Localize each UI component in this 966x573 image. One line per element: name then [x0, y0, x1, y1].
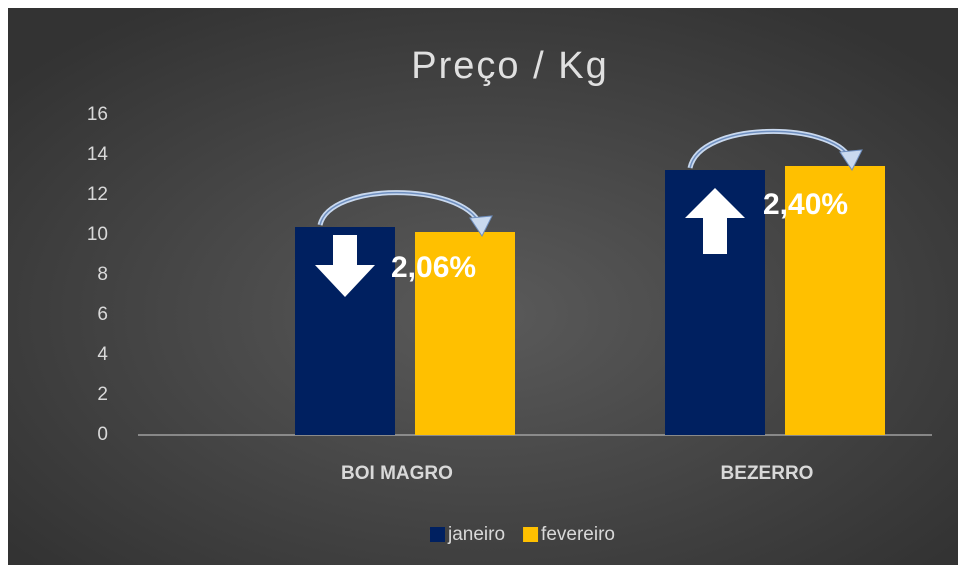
direction-arrow — [685, 188, 745, 254]
chart-title: Preço / Kg — [411, 45, 608, 87]
curved-arrow-inner — [319, 191, 481, 226]
annotation: 2,40% — [763, 188, 848, 221]
annotation: 2,06% — [391, 251, 476, 284]
curved-arrow-head — [839, 149, 863, 171]
y-tick-label: 12 — [87, 184, 108, 205]
x-tick-label: BEZERRO — [721, 463, 814, 484]
y-tick-label: 0 — [97, 424, 108, 445]
y-tick-label: 16 — [87, 104, 108, 125]
y-tick-label: 8 — [97, 264, 108, 285]
legend-swatch — [523, 527, 539, 542]
y-tick-label: 6 — [97, 304, 108, 325]
curved-arrow-head — [469, 215, 493, 237]
legend-label: janeiro — [447, 524, 505, 545]
y-tick-label: 14 — [87, 144, 109, 165]
x-tick-label: BOI MAGRO — [341, 463, 453, 484]
y-tick-label: 10 — [87, 224, 108, 245]
direction-arrow — [315, 235, 375, 297]
bar — [415, 232, 515, 435]
y-tick-label: 2 — [97, 384, 108, 405]
legend-label: fevereiro — [541, 524, 615, 545]
y-tick-label: 4 — [97, 344, 108, 365]
bar — [785, 166, 885, 435]
legend-swatch — [430, 527, 445, 542]
curved-arrow-inner — [689, 130, 851, 169]
